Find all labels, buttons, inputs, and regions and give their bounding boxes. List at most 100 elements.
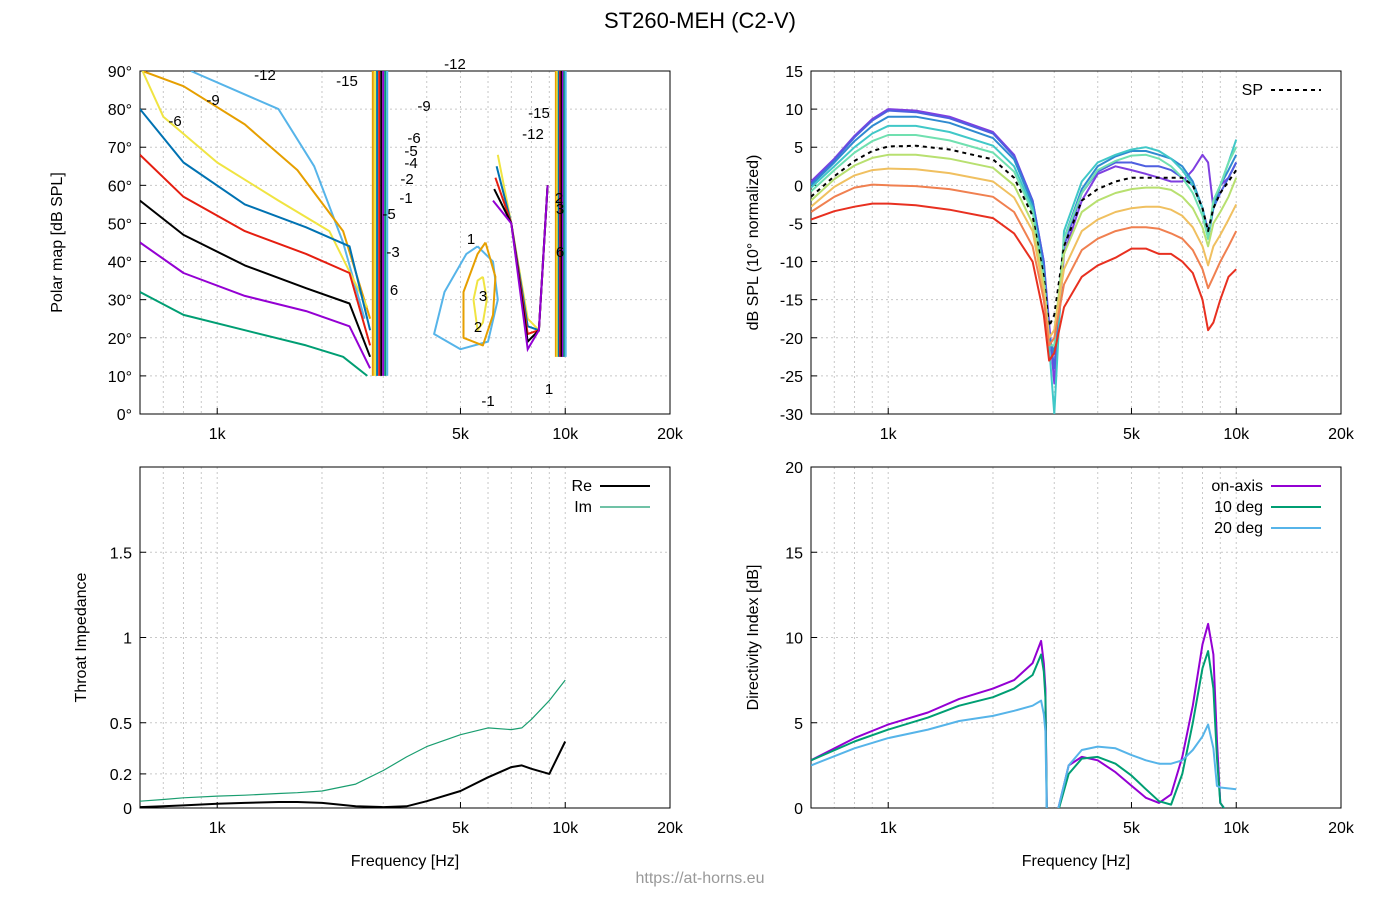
x-axis-label: Frequency [Hz] [1022,853,1130,870]
y-tick-label: -25 [780,369,803,386]
series-group [811,622,1237,808]
legend-label: Im [574,499,592,516]
x-tick-label: 10k [552,820,579,837]
contour-line [492,185,549,353]
series-line-60 [811,167,1238,339]
contour-label: -4 [404,155,417,172]
contour-label: 1 [467,231,475,248]
x-tick-label: 5k [1123,426,1141,443]
chart-title: ST260-MEH (C2-V) [604,8,796,33]
y-tick-label: 0 [794,801,803,818]
series-line-10 [811,109,1238,370]
y-tick-label: 0 [123,801,132,818]
series-line-40 [811,134,1238,347]
contour-label: -3 [386,244,399,261]
y-tick-label: 90° [108,64,132,81]
series-line-10-deg [811,650,1226,808]
y-tick-label: 0.2 [110,767,132,784]
y-tick-label: 60° [108,178,132,195]
y-tick-label: 1 [123,631,132,648]
contour-label: -12 [522,126,544,143]
series-line-SP [811,144,1238,328]
y-tick-label: 10° [108,369,132,386]
x-tick-label: 1k [209,426,227,443]
y-tick-label: 50° [108,216,132,233]
contour-group [140,71,567,377]
x-tick-label: 10k [1223,426,1250,443]
y-tick-label: 70° [108,140,132,157]
contour-label: -15 [336,73,358,90]
y-tick-label: 0 [794,178,803,195]
series-line-20-deg [811,699,1237,808]
contour-line [140,154,372,346]
y-axis-label: Polar map [dB SPL] [49,172,66,313]
contour-label: 1 [545,381,553,398]
x-tick-label: 10k [552,426,579,443]
contour-line [140,199,372,358]
x-axis-label: Frequency [Hz] [351,853,459,870]
series-group [140,679,567,808]
contour-label: 2 [555,190,563,207]
legend-label: SP [1242,82,1263,99]
y-tick-label: 5 [794,140,803,157]
legend-label: Re [572,478,593,495]
legend-label: 20 deg [1214,520,1263,537]
y-tick-label: 10 [785,102,803,119]
x-tick-label: 1k [209,820,227,837]
legend-label: 10 deg [1214,499,1263,516]
x-tick-label: 5k [452,426,470,443]
x-tick-label: 5k [1123,820,1141,837]
footer-url[interactable]: https://at-horns.eu [635,870,765,887]
x-tick-label: 20k [657,820,684,837]
y-tick-label: 0.5 [110,716,132,733]
y-tick-label: -20 [780,331,803,348]
polar-map-panel: 1k 5k 10k 20k 0° 10° 20° 30° 40° 50° 60° 70° 80° 90° P… [49,56,684,443]
contour-label: 3 [479,288,487,305]
series-line-50 [811,153,1238,339]
x-tick-label: 10k [1223,820,1250,837]
y-tick-label: 0° [117,407,132,424]
contour-line [141,71,369,308]
contour-label: -2 [400,171,413,188]
contour-label: 3 [556,201,564,218]
contour-label: 2 [474,319,482,336]
series-group [811,108,1238,414]
contour-line [142,71,372,319]
y-axis-label: Throat Impedance [73,572,90,702]
series-line-80 [811,202,1237,362]
contour-label: -6 [407,130,420,147]
y-axis-label: Directivity Index [dB] [745,565,762,711]
x-tick-label: 20k [1328,426,1355,443]
x-tick-label: 20k [657,426,684,443]
y-tick-label: 10 [785,631,803,648]
series-line-Re [140,741,567,808]
spl-curves-panel: 1k 5k 10k 20k 15 10 5 0 -5 -10 -15 -20 -25 -30 dB SPL … [745,64,1355,443]
contour-label: -5 [404,143,417,160]
y-tick-label: 40° [108,255,132,272]
y-tick-label: -15 [780,293,803,310]
y-tick-label: -10 [780,255,803,272]
y-tick-label: -5 [789,216,803,233]
contour-line [140,241,371,369]
contour-line [190,71,366,319]
throat-impedance-panel: 1k 5k 10k 20k 0 0.2 0.5 1 1.5 Throat Impedance Fre… [73,466,684,870]
y-tick-label: -30 [780,407,803,424]
contour-line [472,275,488,332]
y-tick-label: 80° [108,102,132,119]
contour-label: 6 [390,282,398,299]
contour-label: -1 [481,393,494,410]
contour-label: -1 [399,190,412,207]
y-tick-label: 20° [108,331,132,348]
series-line-Im [140,679,566,802]
contour-label: -9 [206,92,219,109]
x-tick-label: 1k [880,426,898,443]
contour-label: -12 [444,56,466,73]
y-tick-label: 1.5 [110,545,132,562]
y-tick-label: 30° [108,293,132,310]
contour-line [140,108,372,331]
y-tick-label: 5 [794,716,803,733]
x-tick-label: 20k [1328,820,1355,837]
y-tick-label: 15 [785,64,803,81]
contour-label: -9 [417,98,430,115]
